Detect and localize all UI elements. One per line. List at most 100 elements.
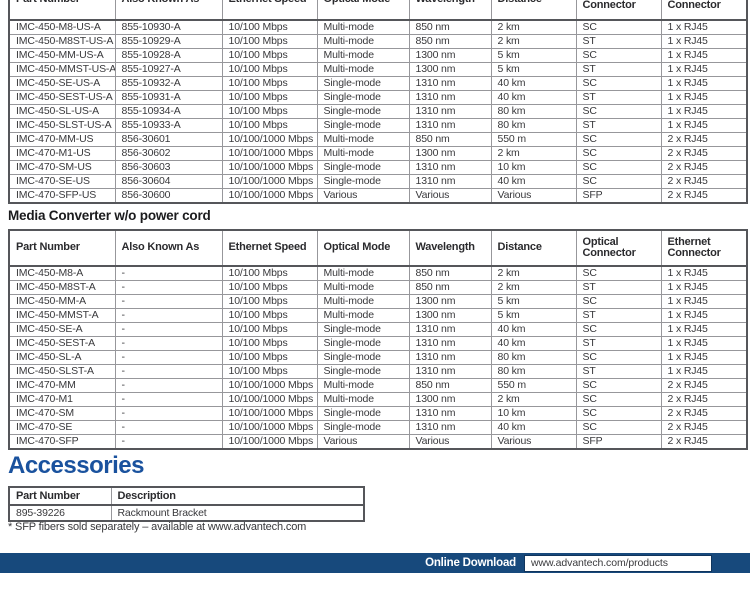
table-row: IMC-450-SL-A -10/100 Mbps Single-mode 1310 … [8,350,748,365]
table-cell: 1 x RJ45 [660,48,748,63]
table-cell: Rackmount Bracket [110,504,365,522]
table-cell: - [114,378,223,393]
table-cell: 10/100 Mbps [221,34,318,49]
col-header-optical-mode: Optical Mode [316,0,410,21]
table-body: IMC-450-M8-US-A 855-10930-A 10/100 Mbps Mul… [8,19,748,204]
col-header-optical-connector: Optical Connector [575,229,662,267]
table-cell: 2 x RJ45 [660,378,748,393]
table-cell: 855-10931-A [114,90,223,105]
table-cell: SC [575,48,662,63]
table-cell: Multi-mode [316,308,410,323]
table-cell: ST [575,90,662,105]
table-cell: 5 km [490,294,577,309]
table-cell: IMC-450-M8ST-US-A [8,34,116,49]
table-cell: ST [575,336,662,351]
table-cell: 856-30604 [114,174,223,189]
table-cell: IMC-470-M1-US [8,146,116,161]
table-cell: 2 km [490,34,577,49]
table-cell: IMC-470-SM [8,406,116,421]
table-cell: Various [316,434,410,450]
table-cell: ST [575,34,662,49]
table-cell: 40 km [490,420,577,435]
table-cell: 10/100/1000 Mbps [221,146,318,161]
table-cell: IMC-450-MMST-US-A [8,62,116,77]
table-cell: Multi-mode [316,294,410,309]
table-cell: 40 km [490,322,577,337]
table-cell: 550 m [490,378,577,393]
table-cell: IMC-450-M8ST-A [8,280,116,295]
table-cell: 1310 nm [408,420,492,435]
table-cell: SFP [575,434,662,450]
table-cell: Various [490,188,577,204]
online-download-url[interactable]: www.advantech.com/products [524,554,712,572]
table-cell: 1 x RJ45 [660,322,748,337]
col-header-part-number: Part Number [8,486,112,506]
table-cell: 40 km [490,174,577,189]
table-header-row: Part Number Also Known As Ethernet Speed… [8,0,748,21]
table-cell: 10/100 Mbps [221,265,318,281]
table-row: IMC-470-M1-US 856-30602 10/100/1000 Mbps Mu… [8,146,748,161]
table-cell: - [114,265,223,281]
table-cell: IMC-450-SLST-A [8,364,116,379]
table-cell: 1 x RJ45 [660,308,748,323]
table-cell: 2 x RJ45 [660,174,748,189]
table-cell: 1 x RJ45 [660,280,748,295]
table-cell: 856-30602 [114,146,223,161]
table-with-power-cord: Part Number Also Known As Ethernet Speed… [8,0,748,204]
table-cell: 1310 nm [408,336,492,351]
table-cell: IMC-450-SL-US-A [8,104,116,119]
table-cell: ST [575,364,662,379]
table-without-power-cord-wrap: Part Number Also Known As Ethernet Speed… [8,229,748,450]
table-cell: Multi-mode [316,265,410,281]
table-cell: 10/100 Mbps [221,336,318,351]
table-cell: 855-10932-A [114,76,223,91]
table-cell: 2 x RJ45 [660,188,748,204]
table-cell: - [114,294,223,309]
table-row: IMC-450-MMST-US-A 855-10927-A 10/100 Mbps M… [8,62,748,77]
table-cell: 10/100/1000 Mbps [221,160,318,175]
table-cell: - [114,336,223,351]
table-cell: IMC-450-SEST-US-A [8,90,116,105]
table-cell: 856-30601 [114,132,223,147]
table-cell: SC [575,132,662,147]
table-cell: 10/100 Mbps [221,294,318,309]
table-row: IMC-450-M8-US-A 855-10930-A 10/100 Mbps Mul… [8,19,748,35]
table-cell: Multi-mode [316,392,410,407]
table-row: IMC-450-M8ST-A -10/100 Mbps Multi-mode 850 … [8,280,748,295]
table-cell: SC [575,294,662,309]
table-cell: 850 nm [408,378,492,393]
table-cell: - [114,280,223,295]
table-cell: SC [575,174,662,189]
table-cell: 80 km [490,104,577,119]
col-header-wavelength: Wavelength [408,0,492,21]
table-cell: - [114,420,223,435]
table-cell: 10/100/1000 Mbps [221,174,318,189]
table-cell: 10/100/1000 Mbps [221,378,318,393]
table-row: 895-39226 Rackmount Bracket [8,504,365,522]
sfp-footnote[interactable]: * SFP fibers sold separately – available… [8,521,307,533]
table-cell: Single-mode [316,118,410,133]
table-cell: IMC-470-SE-US [8,174,116,189]
table-cell: Multi-mode [316,132,410,147]
online-download-label: Online Download [425,557,516,569]
table-cell: 40 km [490,76,577,91]
table-cell: 2 x RJ45 [660,146,748,161]
table-cell: 10/100/1000 Mbps [221,188,318,204]
table-cell: Single-mode [316,322,410,337]
table-cell: IMC-450-MM-US-A [8,48,116,63]
table-cell: 80 km [490,364,577,379]
table-cell: - [114,350,223,365]
table-cell: 1300 nm [408,392,492,407]
table-cell: Single-mode [316,160,410,175]
table-row: IMC-450-SEST-US-A 855-10931-A 10/100 Mbps S… [8,90,748,105]
table-cell: Single-mode [316,104,410,119]
table-row: IMC-470-MM -10/100/1000 Mbps Multi-mode 850… [8,378,748,393]
table-cell: 1 x RJ45 [660,294,748,309]
table-cell: 856-30600 [114,188,223,204]
table-cell: 850 nm [408,132,492,147]
table-cell: 1310 nm [408,322,492,337]
table-cell: 1 x RJ45 [660,76,748,91]
table-row: IMC-470-SFP -10/100/1000 Mbps Various Vario… [8,434,748,450]
table-cell: 1 x RJ45 [660,336,748,351]
table-cell: 2 x RJ45 [660,434,748,450]
